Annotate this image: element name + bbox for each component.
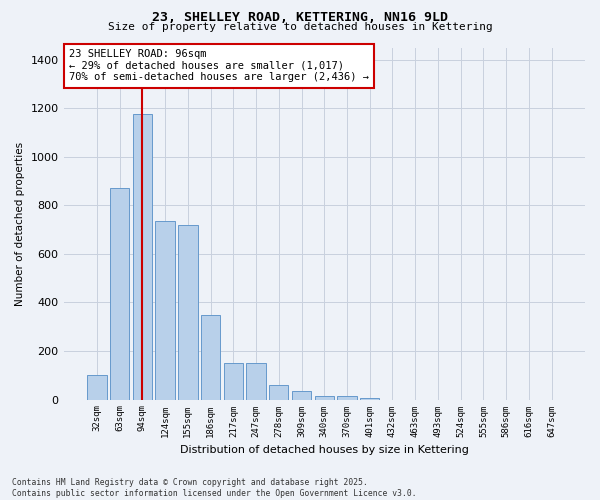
Bar — [224, 363, 243, 400]
Y-axis label: Number of detached properties: Number of detached properties — [15, 142, 25, 306]
Bar — [292, 391, 311, 400]
Bar — [314, 396, 334, 400]
Bar — [337, 396, 356, 400]
Bar — [360, 398, 379, 400]
Bar — [269, 385, 289, 400]
Text: Size of property relative to detached houses in Kettering: Size of property relative to detached ho… — [107, 22, 493, 32]
Bar — [87, 376, 107, 400]
Bar — [155, 221, 175, 400]
X-axis label: Distribution of detached houses by size in Kettering: Distribution of detached houses by size … — [180, 445, 469, 455]
Bar — [247, 363, 266, 400]
Text: 23 SHELLEY ROAD: 96sqm
← 29% of detached houses are smaller (1,017)
70% of semi-: 23 SHELLEY ROAD: 96sqm ← 29% of detached… — [69, 50, 369, 82]
Bar — [133, 114, 152, 400]
Bar — [178, 224, 197, 400]
Text: 23, SHELLEY ROAD, KETTERING, NN16 9LD: 23, SHELLEY ROAD, KETTERING, NN16 9LD — [152, 11, 448, 24]
Text: Contains HM Land Registry data © Crown copyright and database right 2025.
Contai: Contains HM Land Registry data © Crown c… — [12, 478, 416, 498]
Bar — [201, 314, 220, 400]
Bar — [110, 188, 130, 400]
